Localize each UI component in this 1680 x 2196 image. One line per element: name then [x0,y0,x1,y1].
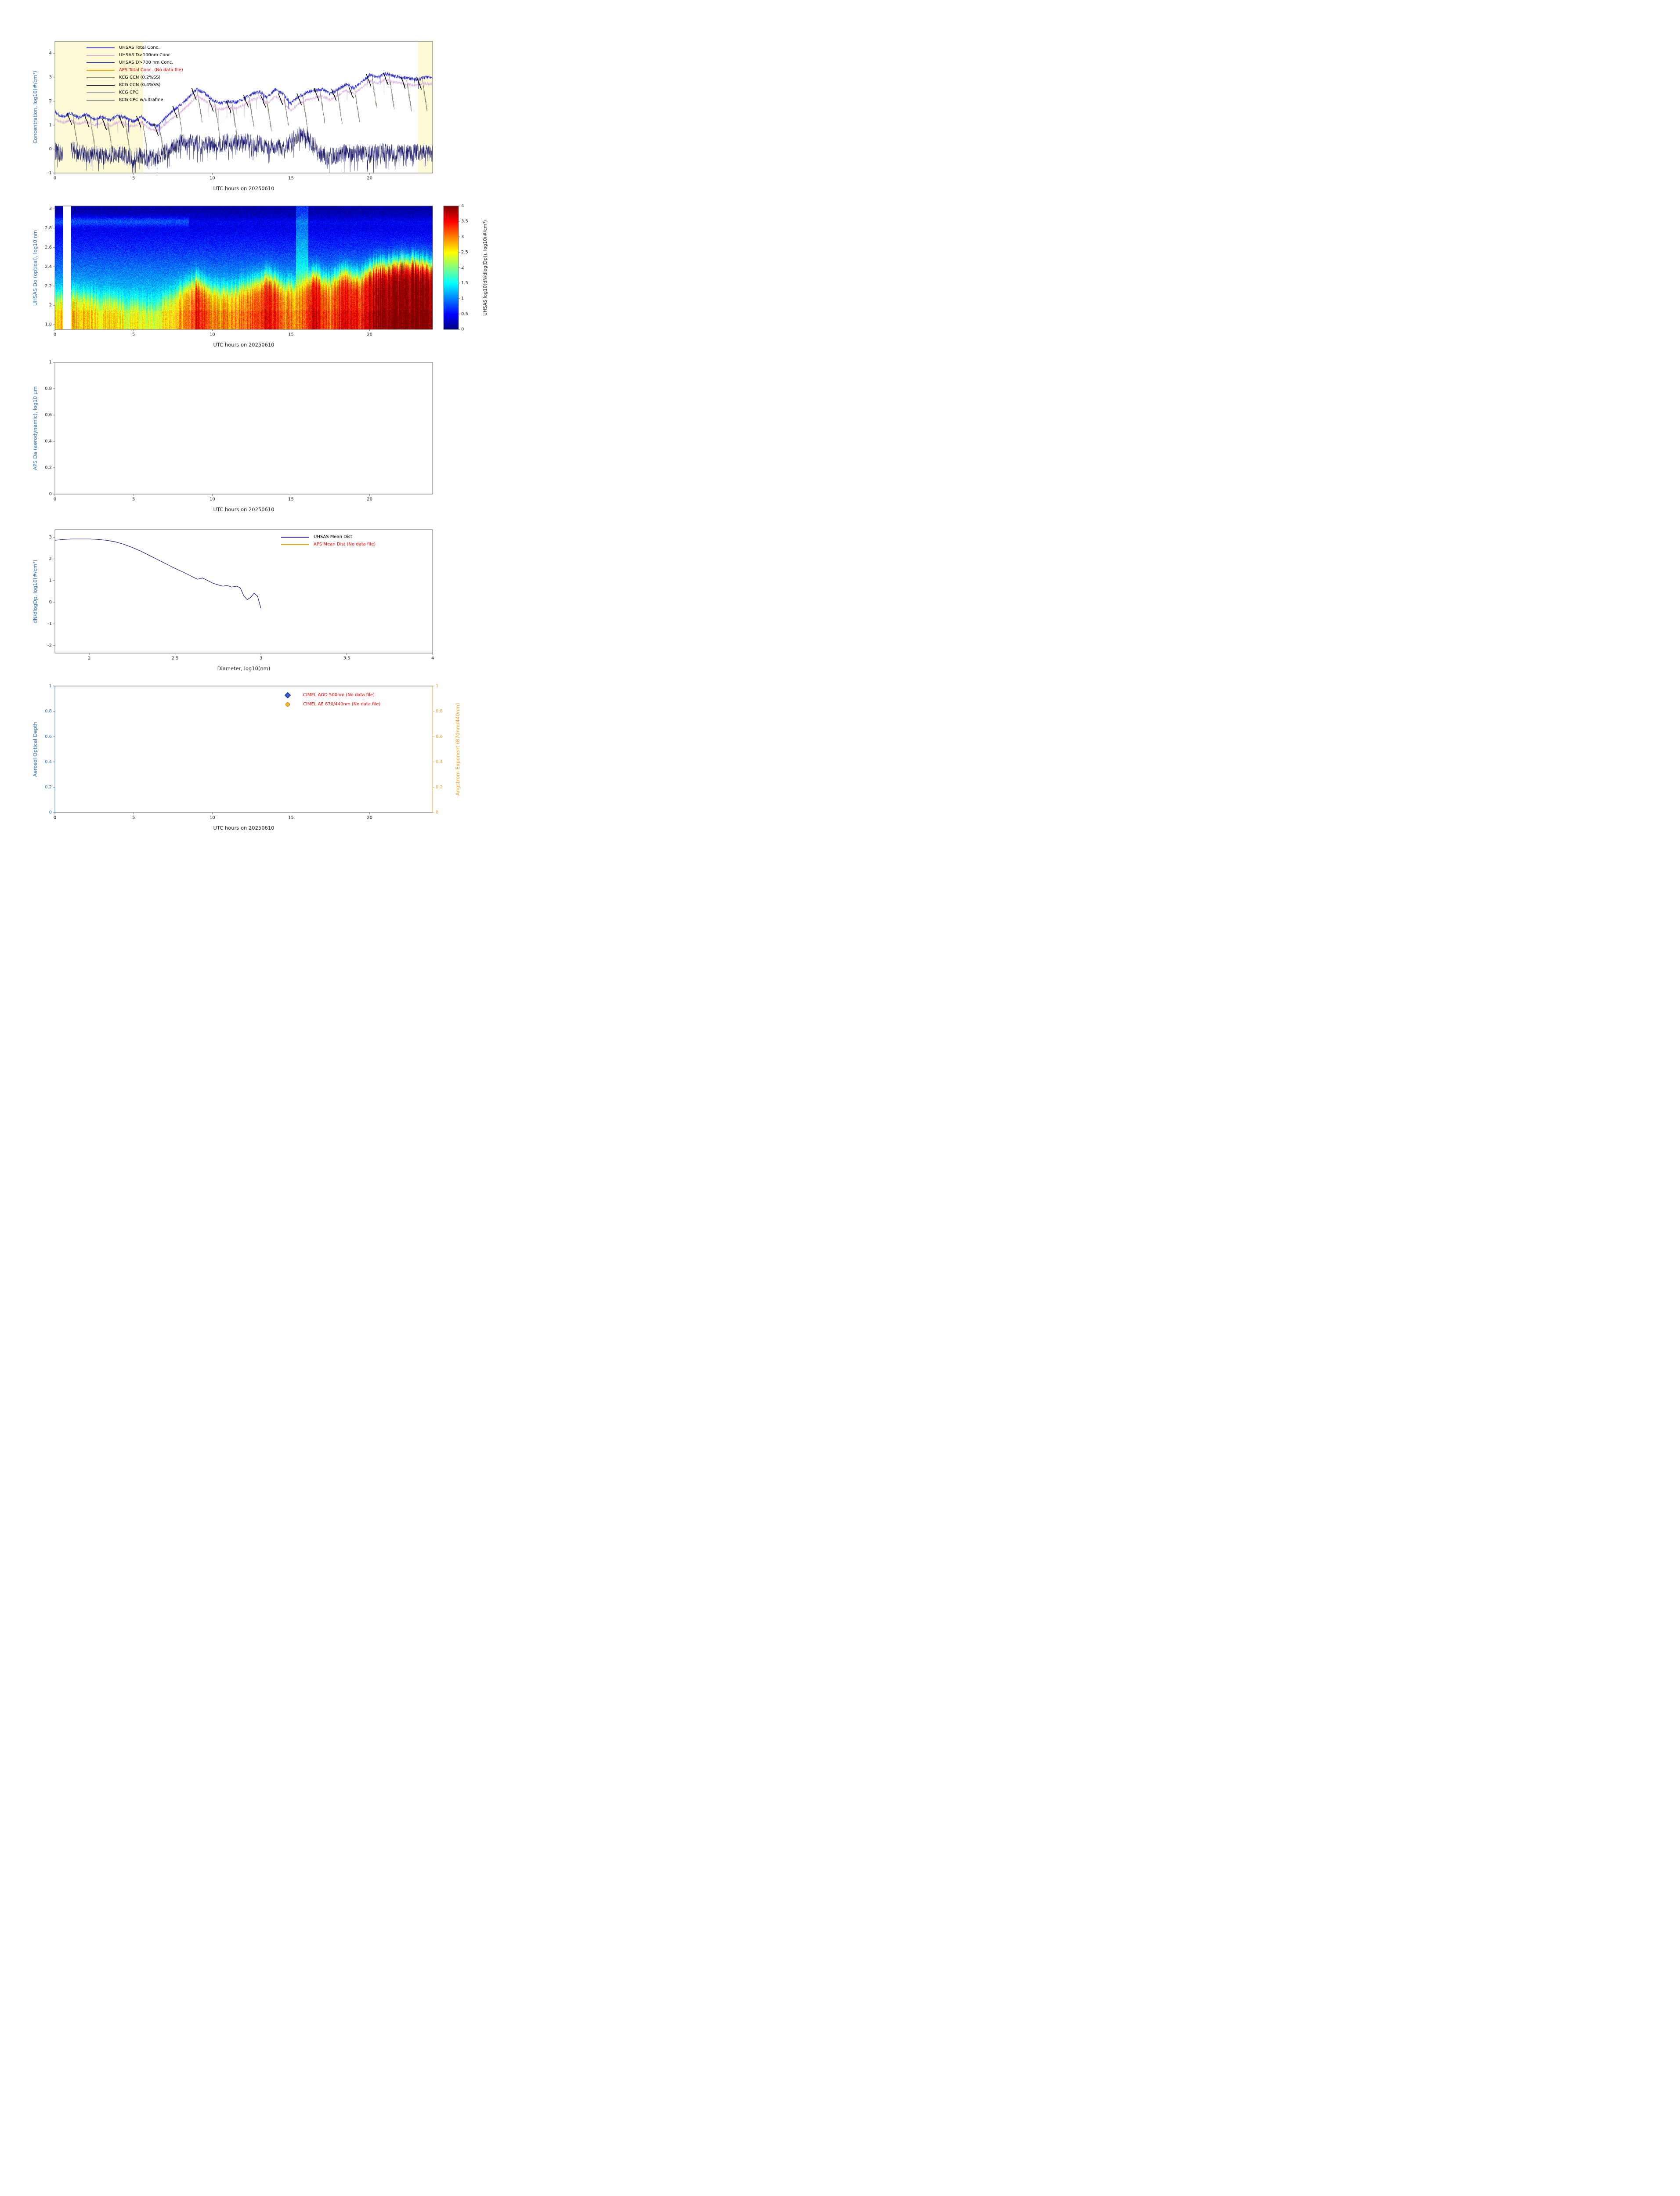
aod-plot-canvas [29,683,468,826]
mean-dist-x-axis-label: Diameter, log10(nm) [217,665,271,672]
diamond-marker-icon [284,692,291,698]
legend-line-swatch [281,536,309,538]
legend-item: KCG CPC [87,89,183,96]
mean-dist-plot-canvas [29,526,468,666]
legend-item: CIMEL AOD 500nm (No data file) [278,690,380,700]
circle-marker-icon [285,702,290,707]
aerosol-multipanel-figure: Concentration, log10(#/cm³) UHSAS Total … [0,0,560,878]
legend-line-swatch [87,77,115,78]
concentration-legend: UHSAS Total Conc. UHSAS D>100nm Conc. UHSA… [87,44,183,104]
legend-label: KCG CPC [119,90,138,95]
legend-label: UHSAS Total Conc. [119,45,160,50]
legend-item: KCG CCN (0.2%SS) [87,74,183,81]
legend-item: UHSAS Mean Dist [281,533,376,541]
legend-label: KCG CCN (0.4%SS) [119,83,161,87]
legend-label: CIMEL AOD 500nm (No data file) [303,693,375,697]
legend-line-swatch [87,69,115,71]
uhsas-heatmap-canvas [29,202,468,343]
concentration-x-axis-label: UTC hours on 20250610 [213,185,275,191]
legend-label: UHSAS D>700 nm Conc. [119,60,173,65]
legend-label: APS Mean Dist (No data file) [314,542,376,547]
legend-item: KCG CCN (0.4%SS) [87,81,183,89]
legend-item: UHSAS D>100nm Conc. [87,51,183,59]
aod-legend: CIMEL AOD 500nm (No data file) CIMEL AE 8… [278,690,380,709]
legend-item: UHSAS Total Conc. [87,44,183,51]
legend-label: UHSAS Mean Dist [314,535,352,539]
legend-line-swatch [281,544,309,545]
legend-line-swatch [87,92,115,93]
mean-dist-legend: UHSAS Mean Dist APS Mean Dist (No data fi… [281,533,376,548]
colorbar-label: UHSAS log10(dN/dlog(Dp)), log10(#/cm³) [483,220,488,316]
aps-plot-canvas [29,359,468,507]
legend-item: UHSAS D>700 nm Conc. [87,59,183,66]
legend-label: KCG CPC w/ultrafine [119,98,163,102]
aps-x-axis-label: UTC hours on 20250610 [213,506,275,513]
legend-line-swatch [87,47,115,48]
colorbar [441,202,494,343]
aod-x-axis-label: UTC hours on 20250610 [213,825,275,831]
legend-line-swatch [87,84,115,86]
legend-label: KCG CCN (0.2%SS) [119,75,161,80]
legend-item: APS Total Conc. (No data file) [87,66,183,74]
legend-item: CIMEL AE 870/440nm (No data file) [278,700,380,709]
legend-line-swatch [87,99,115,101]
legend-item: KCG CPC w/ultrafine [87,96,183,104]
legend-line-swatch [87,62,115,63]
legend-line-swatch [87,54,115,56]
legend-item: APS Mean Dist (No data file) [281,541,376,548]
legend-label: UHSAS D>100nm Conc. [119,53,172,58]
legend-label: APS Total Conc. (No data file) [119,68,183,72]
legend-label: CIMEL AE 870/440nm (No data file) [303,702,381,707]
uhsas-heatmap-x-axis-label: UTC hours on 20250610 [213,342,275,348]
